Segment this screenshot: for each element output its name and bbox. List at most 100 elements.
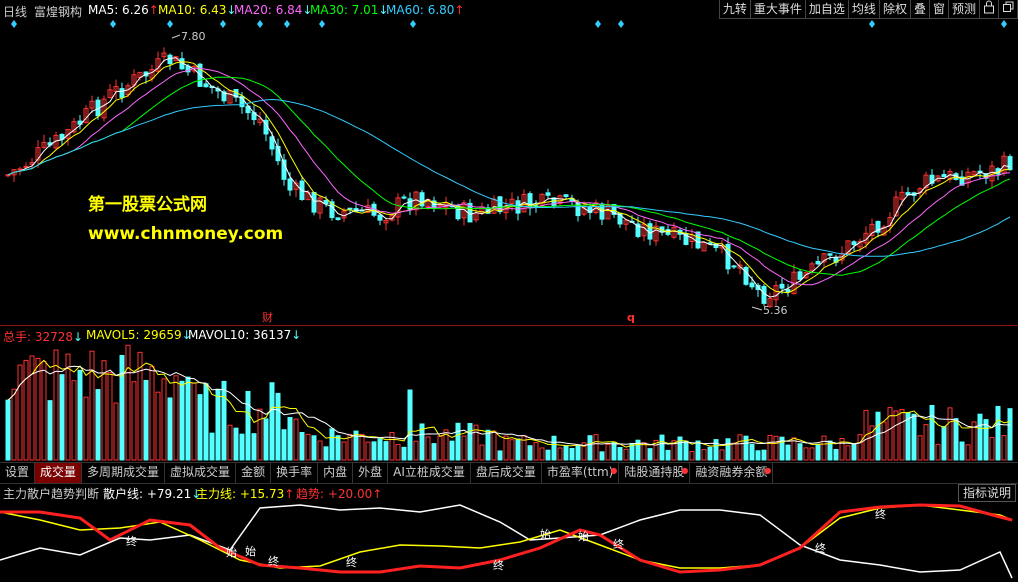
volume-bar <box>917 435 923 461</box>
candle <box>911 191 917 202</box>
tab-10[interactable]: 市盈率(ttm) ● <box>542 463 620 483</box>
moving-average-button[interactable]: 均线 <box>847 0 880 19</box>
volume-bar <box>341 441 347 461</box>
event-marker <box>618 20 624 28</box>
indicator-help-button[interactable]: 指标说明 <box>957 484 1016 502</box>
volume-bar <box>371 441 377 461</box>
volume-bar <box>989 436 995 461</box>
tab-12[interactable]: 融资融券余额 ● <box>690 463 774 483</box>
candle <box>89 95 95 114</box>
add-watchlist-button[interactable]: 加自选 <box>804 0 849 19</box>
volume-bar <box>449 440 455 461</box>
tab-2[interactable]: 多周期成交量 <box>82 463 166 483</box>
trend-label: 趋势: +20.00↑ <box>296 487 383 501</box>
ma60-label: MA60: 6.80↑ <box>386 3 465 17</box>
volume-bar <box>257 408 263 461</box>
volume-bar <box>53 349 59 461</box>
volume-bar <box>725 438 731 461</box>
volume-bar <box>113 402 119 461</box>
volume-bar <box>773 435 779 461</box>
tab-9[interactable]: 盘后成交量 <box>471 463 542 483</box>
candle <box>1001 151 1007 176</box>
volume-bar <box>395 443 401 461</box>
candle <box>41 134 47 149</box>
volume-bar <box>503 435 509 461</box>
volume-bar <box>605 443 611 461</box>
candle <box>1007 154 1013 171</box>
major-events-button[interactable]: 重大事件 <box>749 0 806 19</box>
tab-7[interactable]: 外盘 <box>353 463 389 483</box>
mavol5-label: MAVOL5: 29659↓ <box>86 328 192 342</box>
ma5-label: MA5: 6.26↑ <box>88 3 159 17</box>
candle <box>71 117 77 134</box>
volume-bar <box>521 435 527 461</box>
candle <box>161 47 167 63</box>
volume-bar <box>887 407 893 461</box>
candle <box>677 228 683 241</box>
volume-bar <box>383 441 389 461</box>
tab-8[interactable]: AI立桩成交量 <box>388 463 471 483</box>
tab-3[interactable]: 虚拟成交量 <box>165 463 237 483</box>
volume-bar <box>437 435 443 461</box>
volume-bar <box>323 446 329 461</box>
volume-bar <box>749 443 755 461</box>
tab-0[interactable]: 设置 <box>0 463 36 483</box>
ma20-line <box>7 67 1011 286</box>
period-label[interactable]: 日线 <box>3 5 28 19</box>
volume-bar <box>413 440 419 461</box>
tab-5[interactable]: 换手率 <box>271 463 319 483</box>
low-price-label: 5.36 <box>763 304 788 317</box>
volume-bar <box>581 442 587 461</box>
volume-bar <box>845 445 851 461</box>
tab-6[interactable]: 内盘 <box>318 463 354 483</box>
candle <box>779 277 785 295</box>
volume-bar <box>779 436 785 461</box>
volume-bar <box>707 446 713 461</box>
signal-label: 终 <box>815 541 826 555</box>
volume-bar <box>965 444 971 461</box>
candle <box>827 253 833 261</box>
candle <box>761 284 767 306</box>
volume-bar <box>443 429 449 461</box>
signal-label: 始 <box>540 527 551 541</box>
q-marker[interactable]: q <box>627 311 635 324</box>
candle <box>365 198 371 213</box>
finance-marker[interactable]: 财 <box>262 310 273 324</box>
ma5-line <box>7 57 1011 298</box>
tab-1[interactable]: 成交量 <box>35 463 83 483</box>
jiuzhuan-button[interactable]: 九转 <box>718 0 751 19</box>
volume-bar <box>161 378 167 461</box>
candle <box>869 218 875 242</box>
volume-bar <box>755 450 761 461</box>
indicator-header: 主力散户趋势判断 散户线: +79.21↓ 主力线: +15.73↑ 趋势: +… <box>0 483 1018 501</box>
volume-bar <box>149 365 155 461</box>
signal-label: 终 <box>346 555 357 569</box>
high-price-label: 7.80 <box>181 30 206 43</box>
volume-bar <box>227 424 233 461</box>
volume-bar <box>473 424 479 461</box>
forecast-button[interactable]: 预测 <box>947 0 980 19</box>
volume-bar <box>65 353 71 461</box>
indicator-name[interactable]: 主力散户趋势判断 <box>3 487 100 501</box>
indicator-tabs: 设置 成交量 多周期成交量 虚拟成交量 金额 换手率 内盘 外盘 AI立桩成交量 盘后成交量 市盈率… <box>0 462 1018 484</box>
candle <box>467 199 473 223</box>
ma30-label: MA30: 7.01↓ <box>310 3 389 17</box>
volume-bar <box>587 435 593 461</box>
volume-bar <box>539 447 545 461</box>
volume-bar <box>659 434 665 461</box>
tab-4[interactable]: 金额 <box>236 463 272 483</box>
event-markers-layer <box>11 20 1007 28</box>
overlay-button[interactable]: 叠 <box>909 0 930 19</box>
volume-bar <box>77 369 83 461</box>
candle <box>557 194 563 207</box>
volume-bar <box>299 432 305 461</box>
volume-bar <box>653 439 659 461</box>
candle <box>407 192 413 215</box>
volume-bar <box>389 432 395 461</box>
volume-bar <box>611 441 617 461</box>
tab-11[interactable]: 陆股通持股 ● <box>619 463 691 483</box>
candle <box>35 140 41 168</box>
price-volume-divider[interactable] <box>0 325 1018 326</box>
low-annotation: 5.36 <box>751 304 788 317</box>
